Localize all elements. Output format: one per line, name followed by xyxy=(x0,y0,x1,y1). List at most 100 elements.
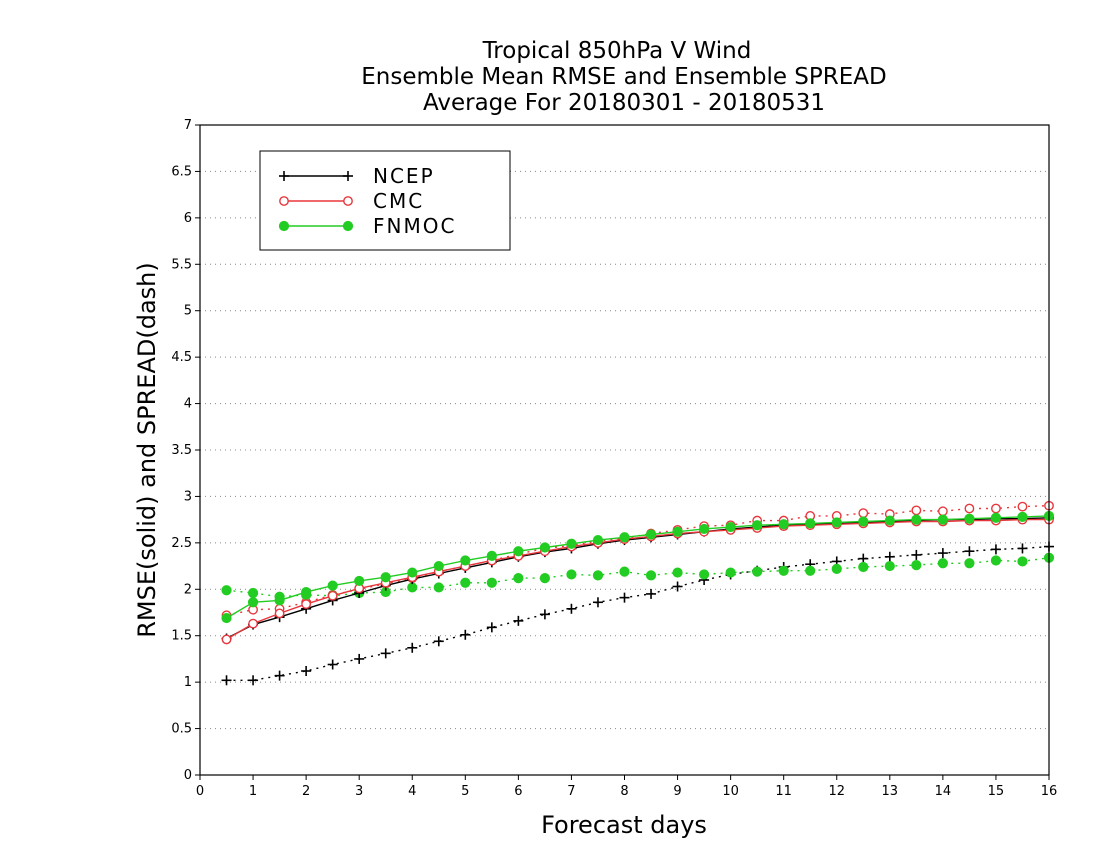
data-point xyxy=(221,612,232,624)
data-point xyxy=(486,550,497,561)
data-point xyxy=(566,603,577,614)
data-point xyxy=(619,592,630,603)
y-tick-label: 5 xyxy=(184,304,192,319)
data-point xyxy=(274,608,285,619)
series-line xyxy=(226,545,1050,681)
x-tick-label: 1 xyxy=(249,784,257,799)
data-point xyxy=(698,569,710,580)
y-tick-label: 5.5 xyxy=(171,257,192,272)
y-axis-label: RMSE(solid) and SPREAD(dash) xyxy=(133,262,161,638)
x-tick-label: 16 xyxy=(1041,784,1058,799)
data-point xyxy=(911,505,922,516)
x-tick-label: 15 xyxy=(988,784,1005,799)
data-point xyxy=(221,585,232,596)
data-point xyxy=(221,675,232,686)
legend-label: FNMOC xyxy=(373,214,456,238)
data-point xyxy=(937,548,948,559)
data-point xyxy=(221,634,232,645)
legend-marker xyxy=(279,171,289,181)
data-point xyxy=(990,555,1002,566)
data-point xyxy=(831,563,842,574)
data-point xyxy=(884,560,895,572)
series-ncep-spread xyxy=(221,541,1054,686)
legend-label: NCEP xyxy=(373,164,435,188)
data-point xyxy=(858,561,869,573)
data-point xyxy=(248,675,259,686)
data-point xyxy=(1017,556,1028,567)
data-point xyxy=(805,518,816,529)
data-point xyxy=(354,575,365,587)
data-point xyxy=(778,565,789,576)
data-point xyxy=(327,580,338,591)
x-tick-label: 13 xyxy=(882,784,899,799)
legend-label: CMC xyxy=(373,189,424,213)
x-axis-label: Forecast days xyxy=(541,811,707,839)
data-point xyxy=(566,569,577,580)
data-point xyxy=(460,555,471,566)
data-point xyxy=(486,577,497,588)
data-point xyxy=(327,659,338,670)
series-layer xyxy=(221,500,1055,686)
data-point xyxy=(407,642,418,653)
legend-marker xyxy=(279,196,289,206)
data-point xyxy=(884,515,895,526)
x-tick-label: 3 xyxy=(355,784,363,799)
data-point xyxy=(407,567,418,578)
data-point xyxy=(354,653,365,664)
data-point xyxy=(247,587,259,599)
legend-marker xyxy=(342,220,354,232)
x-tick-label: 7 xyxy=(567,784,575,799)
data-point xyxy=(248,618,258,629)
data-point xyxy=(539,609,550,620)
data-point xyxy=(592,570,604,581)
data-point xyxy=(513,546,524,557)
data-point xyxy=(646,588,657,599)
data-point xyxy=(964,558,975,569)
data-point xyxy=(592,534,604,546)
data-point xyxy=(698,523,710,535)
y-tick-label: 2 xyxy=(184,582,192,597)
data-point xyxy=(937,514,948,525)
data-point xyxy=(805,565,816,576)
data-point xyxy=(460,577,471,588)
x-tick-label: 5 xyxy=(461,784,469,799)
y-tick-label: 3 xyxy=(184,489,192,504)
y-tick-label: 1 xyxy=(184,675,192,690)
data-point xyxy=(566,538,577,549)
data-point xyxy=(301,666,312,676)
data-point xyxy=(937,506,948,517)
series-line xyxy=(226,557,1050,598)
data-point xyxy=(937,558,948,569)
x-tick-label: 12 xyxy=(828,784,845,799)
x-tick-label: 2 xyxy=(302,784,310,799)
data-point xyxy=(274,670,285,681)
data-point xyxy=(672,526,683,537)
data-point xyxy=(672,567,683,578)
y-tick-label: 0.5 xyxy=(171,722,192,737)
data-point xyxy=(460,629,471,640)
x-tick-label: 10 xyxy=(722,784,739,799)
y-tick-label: 6 xyxy=(184,211,192,226)
chart-subtitle-period: Average For 20180301 - 20180531 xyxy=(423,90,825,116)
data-point xyxy=(619,532,630,543)
data-point xyxy=(433,636,444,647)
y-tick-label: 7 xyxy=(184,118,192,133)
gridlines xyxy=(200,170,1049,730)
x-tick-label: 14 xyxy=(935,784,952,799)
y-axis: 0 0.5 1 1.5 2 2.5 3 3.5 4 4.5 5 5.5 6 6.5 7 xyxy=(171,118,200,783)
series-fnmoc-spread xyxy=(221,552,1055,602)
data-point xyxy=(991,503,1001,514)
data-point xyxy=(274,595,285,606)
legend-item-cmc: CMC xyxy=(279,189,424,213)
y-tick-label: 6.5 xyxy=(171,164,192,179)
x-tick-label: 8 xyxy=(620,784,628,799)
data-point xyxy=(513,615,524,626)
data-point xyxy=(1017,501,1028,512)
data-point xyxy=(592,597,603,608)
data-point xyxy=(990,512,1002,523)
data-point xyxy=(486,622,497,633)
y-tick-label: 3.5 xyxy=(171,443,192,458)
data-point xyxy=(752,566,763,577)
data-point xyxy=(725,521,736,533)
